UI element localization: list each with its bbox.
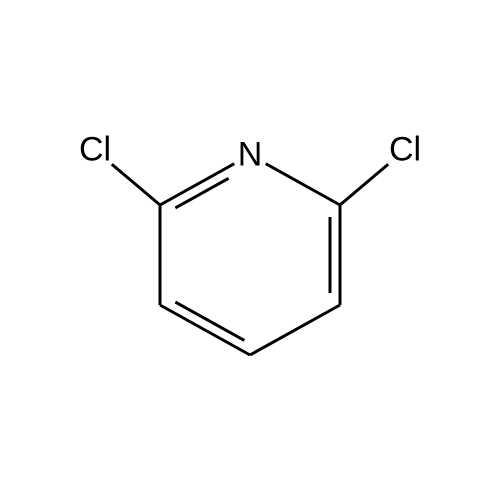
bond-line bbox=[266, 164, 340, 205]
atom-label-n: N bbox=[238, 136, 263, 175]
bond-line bbox=[250, 305, 340, 355]
bond-line bbox=[340, 164, 388, 205]
bond-line bbox=[175, 302, 244, 340]
bonds-group bbox=[112, 164, 388, 355]
bond-line bbox=[160, 305, 250, 355]
bond-line bbox=[160, 164, 234, 205]
atom-label-cl1: Cl bbox=[389, 131, 421, 170]
bond-line bbox=[112, 164, 160, 205]
molecule-canvas bbox=[0, 0, 500, 500]
atom-label-cl2: Cl bbox=[79, 131, 111, 170]
